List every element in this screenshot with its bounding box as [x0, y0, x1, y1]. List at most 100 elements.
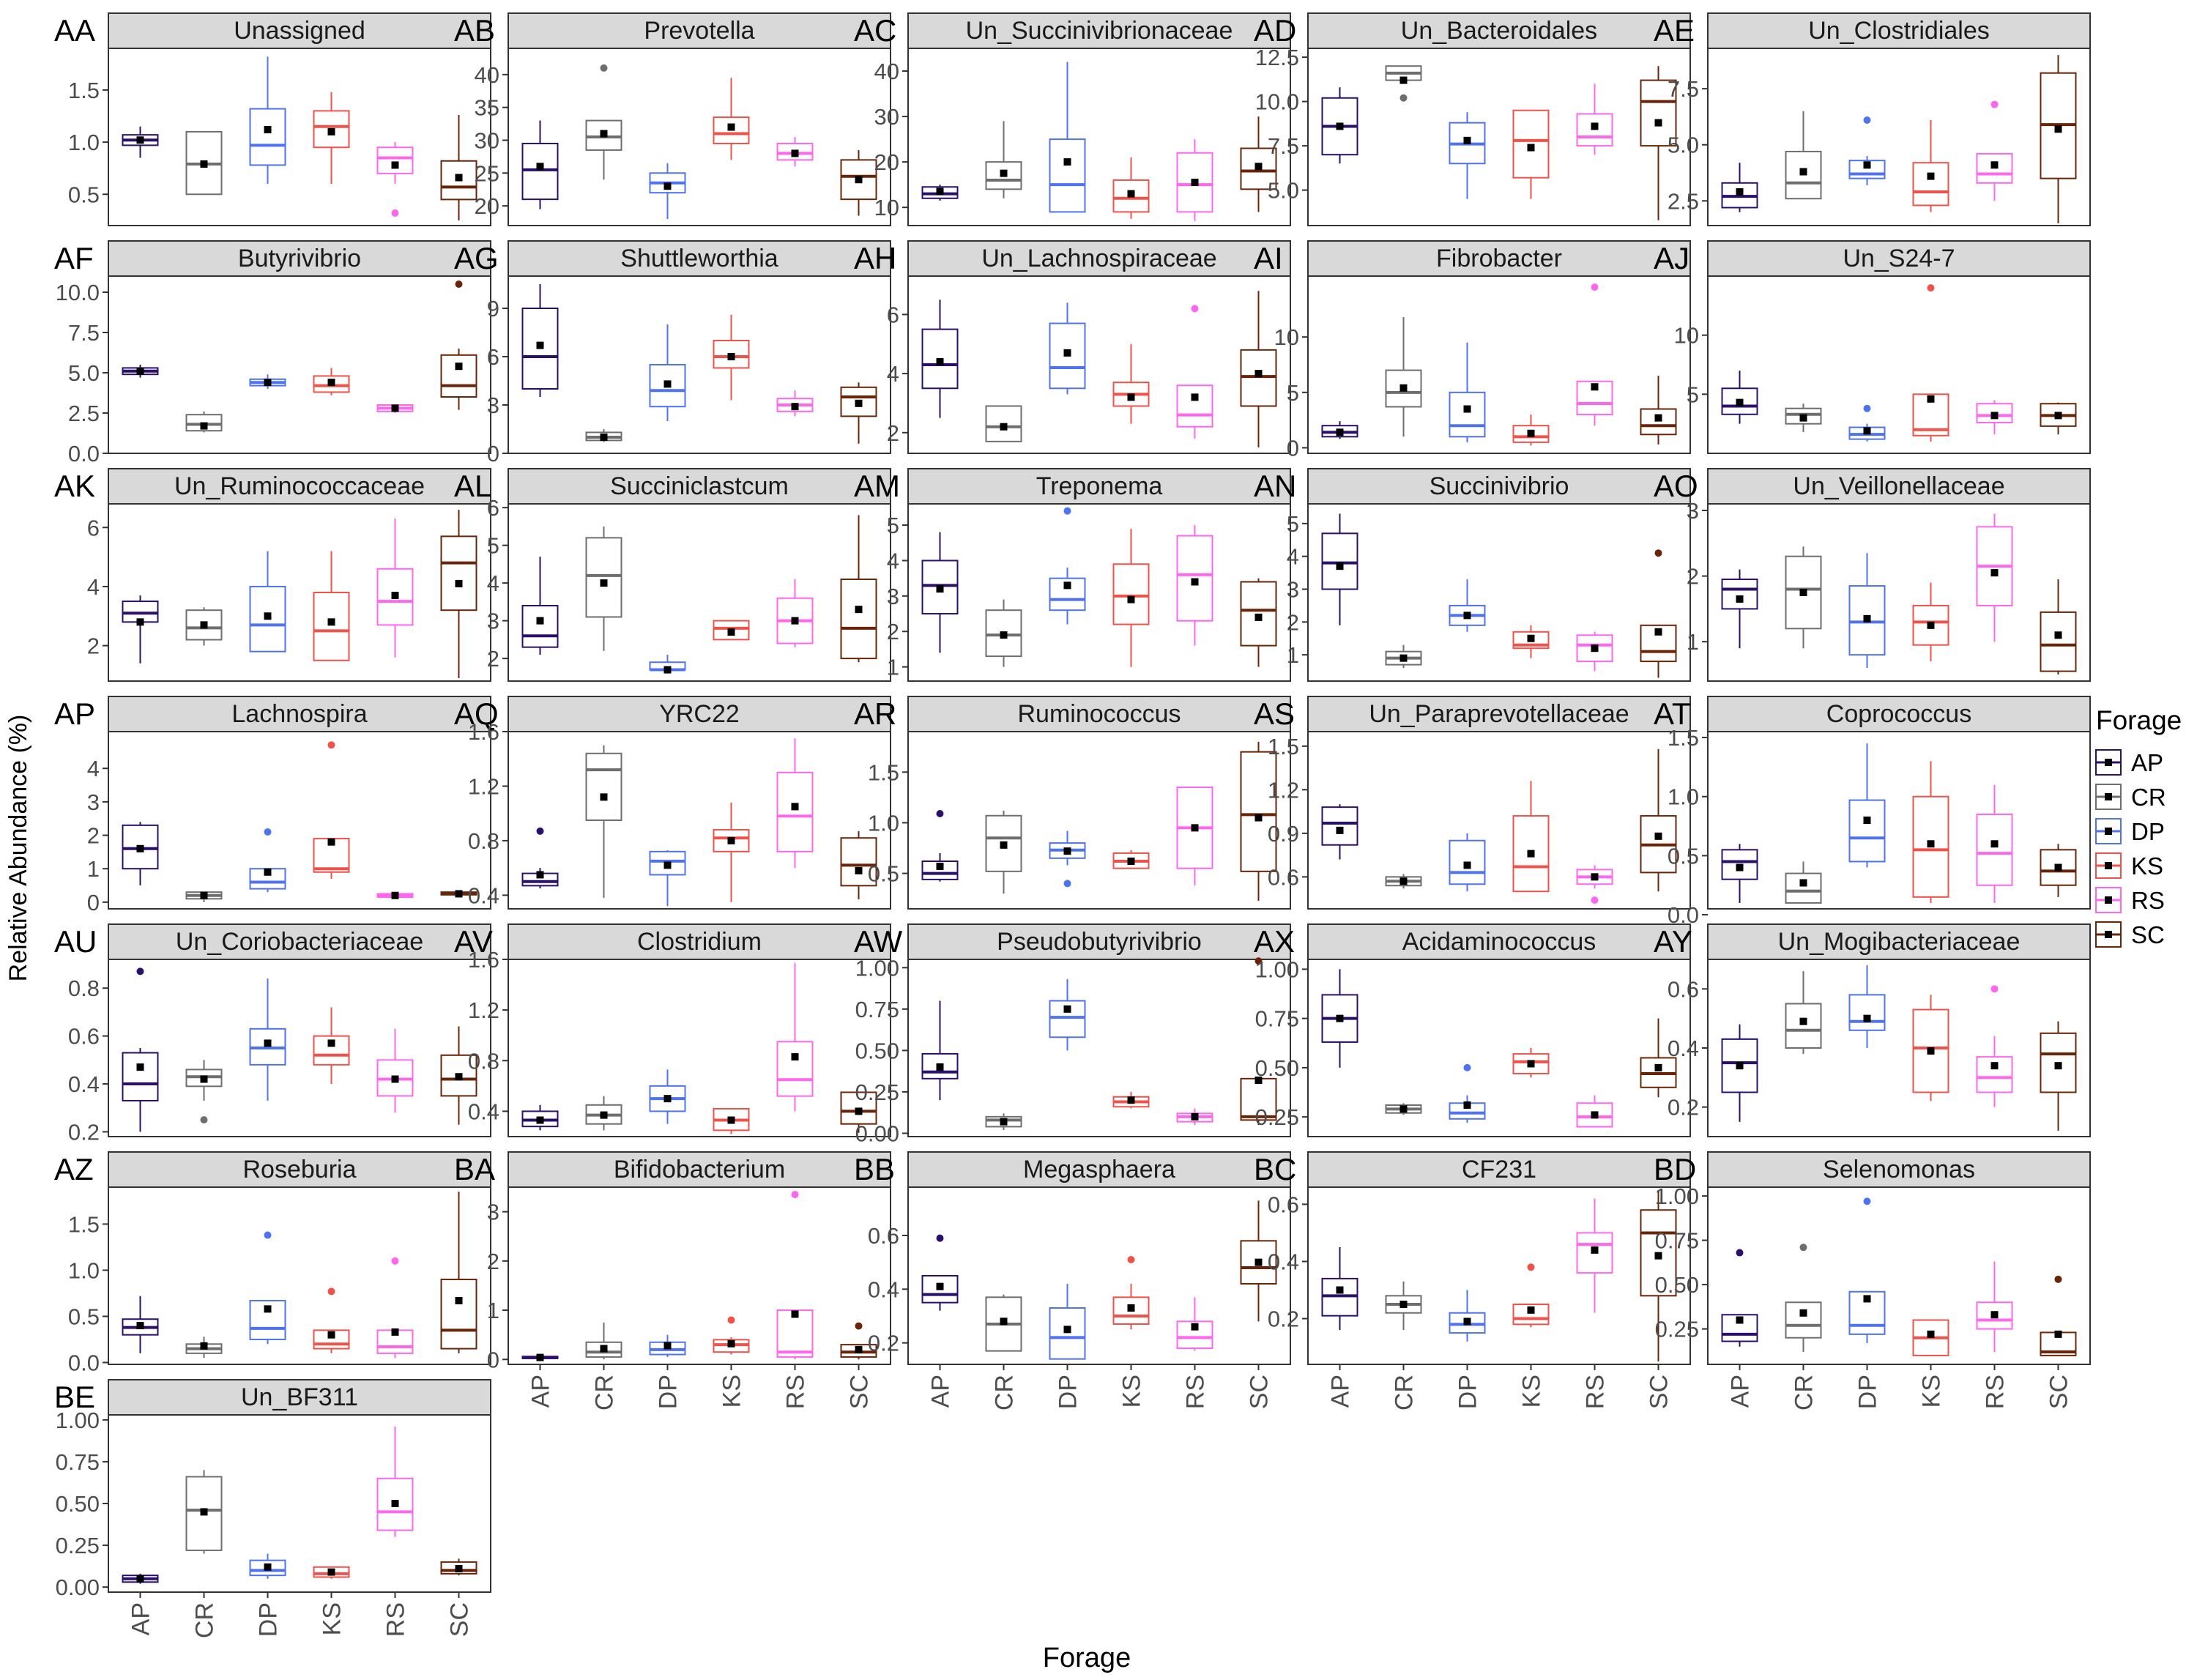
mean-marker [2054, 1062, 2062, 1070]
mean-marker [600, 793, 608, 801]
mean-marker [327, 618, 335, 626]
y-tick-label: 1.5 [68, 78, 100, 103]
y-tick-label: 1 [487, 1298, 499, 1323]
box-cr [1785, 861, 1822, 904]
mean-marker [600, 579, 608, 587]
x-tick-label: CR [191, 1602, 219, 1638]
mean-marker [1527, 1306, 1535, 1314]
panel-strip [508, 240, 891, 277]
box-rs [1576, 631, 1613, 672]
y-tick-label: 4 [487, 570, 499, 596]
box-rs [376, 891, 414, 899]
box-rs [1176, 1108, 1213, 1126]
mean-marker [136, 1322, 144, 1330]
mean-marker [1336, 428, 1344, 436]
mean-marker [1591, 1246, 1599, 1254]
plot-area [108, 275, 491, 454]
box-sc [2040, 55, 2077, 223]
legend-label: DP [2131, 818, 2165, 845]
y-tick-label: 2 [887, 619, 899, 644]
panel-title: Un_Paraprevotellaceae [1369, 700, 1629, 728]
box-ap [921, 532, 959, 653]
box-iqr [1640, 408, 1677, 436]
box-dp [1449, 1290, 1486, 1342]
x-tick-label: RS [1182, 1375, 1210, 1409]
mean-marker [1990, 840, 1999, 848]
panel-strip [1307, 12, 1691, 49]
y-tick-label: 1.0 [68, 1257, 100, 1283]
mean-marker [727, 628, 735, 636]
panel-aj: AJ Un_S24-7 5 10 [1654, 240, 2091, 454]
plot-area [1707, 503, 2091, 682]
outlier-point [1191, 305, 1199, 313]
plot-area [108, 1414, 491, 1593]
y-tick-label: 0.5 [68, 1304, 100, 1329]
outlier-point [136, 967, 144, 975]
box-rs [1176, 139, 1213, 221]
outlier-point [327, 1287, 335, 1296]
mean-marker [1000, 841, 1008, 849]
box-rs [1176, 787, 1213, 886]
mean-marker [855, 1345, 863, 1353]
box-dp [649, 324, 686, 421]
box-ap [921, 1234, 959, 1311]
plot-area [508, 275, 891, 454]
x-tick-label: RS [1582, 1375, 1610, 1409]
legend-label: AP [2131, 749, 2163, 776]
panel-as: AS Un_Paraprevotellaceae 0.6 0.9 1.2 1.5 [1254, 696, 1691, 910]
panel-tag: AL [454, 469, 491, 503]
box-rs [776, 390, 814, 417]
box-ap [921, 810, 959, 882]
legend-item-ks: KS [2095, 852, 2163, 880]
box-cr [1785, 111, 1822, 200]
box-ks [1512, 109, 1550, 199]
box-iqr [313, 838, 350, 873]
box-ap [122, 967, 159, 1132]
box-rs [376, 1028, 414, 1113]
box-cr [1385, 644, 1422, 669]
box-dp [1049, 1284, 1086, 1360]
box-iqr [440, 1054, 477, 1097]
mean-marker [1336, 1014, 1344, 1022]
panel-strip [508, 696, 891, 732]
box-ks [1112, 1256, 1150, 1330]
box-cr [1785, 1244, 1822, 1353]
y-tick-label: 0.6 [1268, 864, 1299, 890]
plot-area [1307, 731, 1691, 910]
box-dp [1049, 830, 1086, 888]
mean-marker [791, 149, 799, 157]
panel-tag: AJ [1654, 241, 1689, 275]
box-sc [440, 1026, 477, 1125]
box-cr [1785, 971, 1822, 1055]
box-ks [313, 368, 350, 395]
box-iqr [840, 578, 877, 660]
mean-marker [791, 1053, 799, 1061]
box-rs [1176, 525, 1213, 646]
outlier-point [1127, 1256, 1135, 1263]
y-tick-label: 0.75 [56, 1449, 100, 1475]
y-tick-label: 3 [487, 1200, 499, 1225]
x-tick-label: DP [1854, 1375, 1882, 1409]
mean-marker [2054, 631, 2062, 639]
y-tick-label: 0.00 [56, 1575, 100, 1600]
mean-marker [1336, 1286, 1344, 1294]
box-cr [585, 1322, 622, 1360]
panel-tag: AB [454, 13, 495, 48]
mean-marker [1654, 628, 1662, 636]
y-tick-label: 20 [874, 149, 899, 175]
y-tick-label: 2 [87, 823, 100, 849]
panel-strip [907, 240, 1291, 277]
x-tick-label: SC [1646, 1375, 1673, 1409]
box-iqr [440, 1279, 477, 1350]
mean-marker [1000, 1317, 1008, 1326]
panel-strip [108, 12, 491, 49]
y-tick-label: 3 [487, 393, 499, 418]
box-iqr [1976, 403, 2013, 424]
box-sc [440, 115, 477, 220]
box-ks [313, 1287, 350, 1353]
box-ap [921, 300, 959, 418]
y-tick-label: 9 [487, 296, 499, 321]
box-cr [1385, 316, 1422, 437]
y-axis-title: Relative Abundance (%) [4, 715, 32, 982]
